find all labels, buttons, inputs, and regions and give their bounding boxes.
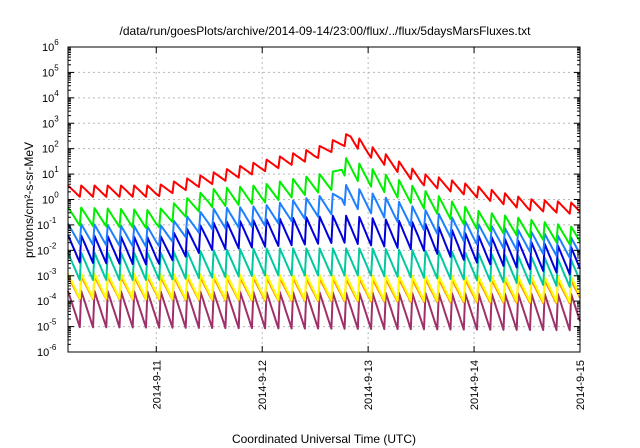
y-tick-label: 103 (42, 114, 59, 130)
y-axis: 10-6 10-5 10-4 10-3 10-2 10-1 100 101 102 103 104 1… (37, 38, 580, 359)
y-tick-label: 106 (42, 38, 59, 54)
series-group (67, 133, 581, 332)
y-tick-label: 10-6 (37, 343, 57, 359)
chart-title: /data/run/goesPlots/archive/2014-09-14/2… (120, 24, 532, 38)
x-tick-label: 2014-9-11 (151, 360, 163, 409)
x-tick-label: 2014-9-15 (575, 360, 587, 410)
series-line (67, 184, 581, 259)
y-tick-label: 105 (42, 63, 59, 79)
y-tick-label: 104 (42, 89, 59, 105)
y-tick-label: 100 (42, 191, 59, 207)
y-tick-label: 10-4 (37, 292, 57, 308)
series-line (67, 290, 581, 332)
series-line (67, 214, 581, 276)
y-tick-label: 10-2 (37, 241, 57, 257)
y-tick-label: 102 (42, 140, 59, 156)
x-tick-label: 2014-9-14 (469, 360, 481, 410)
y-tick-label: 10-3 (37, 267, 57, 283)
series-line (67, 272, 581, 303)
y-axis-label: protons/cm²-s-sr-MeV (22, 142, 36, 258)
x-tick-label: 2014-9-12 (257, 360, 269, 410)
x-tick-label: 2014-9-13 (363, 360, 375, 410)
x-axis: 2014-9-11 2014-9-12 2014-9-13 2014-9-14 2014… (151, 47, 587, 410)
series-line (67, 133, 581, 215)
y-tick-label: 101 (42, 165, 59, 181)
y-tick-label: 10-5 (37, 318, 57, 334)
series-line (67, 247, 581, 288)
series-line (67, 157, 581, 246)
x-axis-label: Coordinated Universal Time (UTC) (232, 432, 416, 446)
y-tick-label: 10-1 (37, 216, 57, 232)
